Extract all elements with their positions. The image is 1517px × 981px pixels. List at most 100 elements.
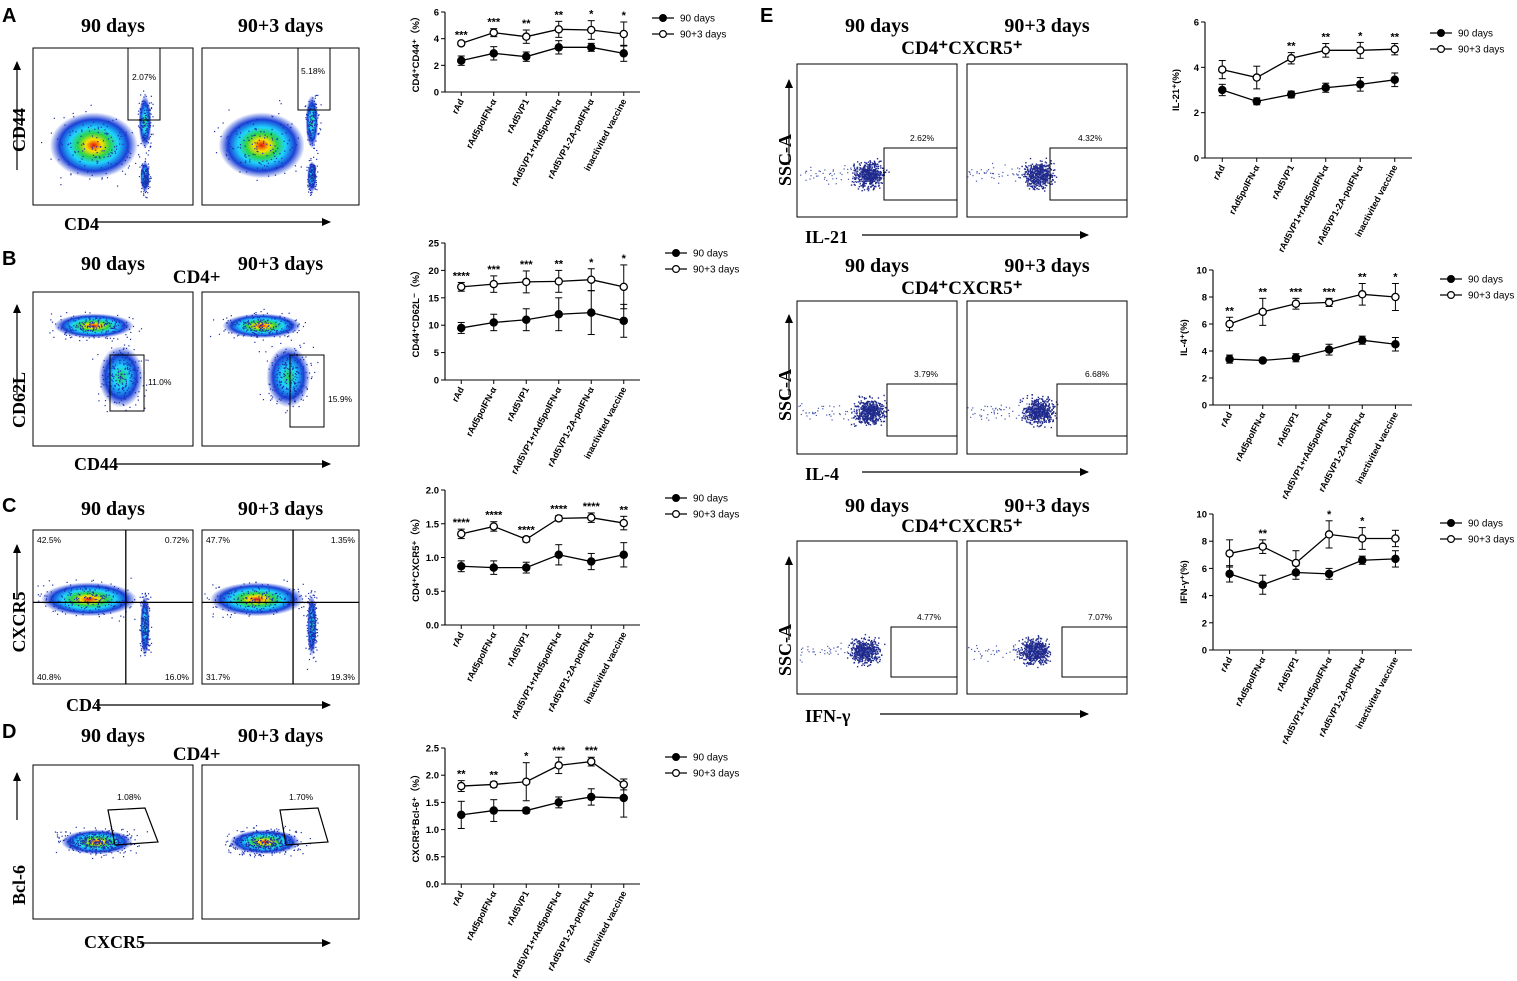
- event-dot: [240, 838, 242, 840]
- event-dot: [867, 165, 869, 168]
- event-dot: [1033, 178, 1035, 180]
- event-dot: [259, 832, 262, 834]
- event-dot: [91, 841, 93, 843]
- event-dot: [258, 332, 260, 334]
- event-dot: [77, 593, 79, 595]
- event-dot: [856, 418, 858, 420]
- event-dot: [37, 585, 39, 587]
- event-dot: [855, 177, 857, 180]
- event-dot: [145, 173, 147, 175]
- event-dot: [125, 844, 127, 846]
- event-dot: [281, 387, 283, 389]
- event-dot: [1027, 170, 1029, 173]
- event-dot: [866, 178, 868, 180]
- event-dot: [147, 623, 149, 625]
- event-dot: [121, 325, 123, 327]
- event-dot: [284, 172, 286, 174]
- event-dot: [241, 595, 243, 597]
- event-dot: [1044, 169, 1047, 172]
- event-dot: [149, 125, 152, 127]
- event-dot: [263, 165, 266, 167]
- event-dot: [271, 396, 274, 398]
- event-dot: [105, 850, 107, 853]
- event-dot: [310, 118, 312, 120]
- event-dot: [100, 595, 102, 597]
- event-dot: [83, 827, 85, 829]
- event-dot: [85, 320, 87, 322]
- event-dot: [146, 175, 149, 177]
- event-dot: [95, 854, 97, 856]
- event-dot: [96, 136, 98, 139]
- event-dot: [265, 602, 267, 605]
- event-dot: [140, 173, 143, 175]
- event-dot: [1038, 174, 1041, 176]
- event-dot: [1033, 178, 1036, 180]
- event-dot: [89, 846, 91, 848]
- event-dot: [285, 132, 287, 134]
- event-dot: [94, 608, 97, 610]
- event-dot: [97, 319, 99, 321]
- event-dot: [303, 385, 305, 387]
- event-dot: [44, 595, 46, 597]
- event-dot: [1036, 173, 1038, 176]
- event-dot: [870, 408, 872, 410]
- event-dot: [147, 109, 149, 111]
- event-dot: [111, 379, 113, 381]
- event-dot: [64, 603, 66, 605]
- event-dot: [96, 146, 98, 148]
- event-dot: [302, 853, 304, 855]
- event-dot: [81, 839, 84, 841]
- event-dot: [97, 126, 99, 128]
- event-dot: [872, 407, 874, 409]
- event-dot: [883, 417, 886, 419]
- event-dot: [878, 412, 881, 414]
- event-dot: [258, 854, 260, 856]
- event-dot: [245, 602, 248, 604]
- event-dot: [873, 185, 876, 188]
- event-dot: [275, 847, 277, 849]
- event-dot: [252, 827, 255, 829]
- event-dot: [311, 144, 314, 146]
- event-dot: [142, 140, 144, 142]
- event-dot: [293, 387, 296, 389]
- event-dot: [280, 845, 283, 847]
- event-dot: [1030, 180, 1032, 183]
- event-dot: [311, 173, 313, 175]
- event-dot: [864, 171, 866, 173]
- event-dot: [313, 642, 315, 644]
- event-dot: [295, 830, 297, 832]
- event-dot: [312, 138, 314, 141]
- event-dot: [314, 95, 316, 97]
- event-dot: [864, 168, 867, 170]
- event-dot: [313, 181, 315, 183]
- event-dot: [249, 855, 251, 857]
- event-dot: [1031, 177, 1034, 180]
- event-dot: [867, 178, 869, 180]
- event-dot: [287, 388, 289, 390]
- event-dot: [235, 324, 237, 326]
- event-dot: [146, 118, 148, 120]
- event-dot: [97, 584, 99, 586]
- event-dot: [310, 171, 312, 173]
- event-dot: [310, 611, 313, 614]
- event-dot: [310, 619, 312, 621]
- event-dot: [288, 588, 290, 591]
- event-dot: [106, 330, 108, 332]
- event-dot: [1004, 164, 1006, 166]
- event-dot: [89, 319, 91, 321]
- event-dot: [97, 131, 99, 134]
- event-dot: [144, 105, 147, 107]
- event-dot: [297, 326, 299, 328]
- event-dot: [100, 126, 102, 128]
- event-dot: [236, 848, 239, 850]
- event-dot: [270, 158, 273, 161]
- event-dot: [251, 332, 254, 334]
- event-dot: [134, 599, 136, 601]
- event-dot: [258, 588, 261, 590]
- event-dot: [270, 842, 273, 844]
- event-dot: [148, 630, 150, 632]
- event-dot: [312, 607, 314, 609]
- event-dot: [132, 318, 134, 320]
- event-dot: [103, 854, 105, 857]
- event-dot: [254, 341, 256, 343]
